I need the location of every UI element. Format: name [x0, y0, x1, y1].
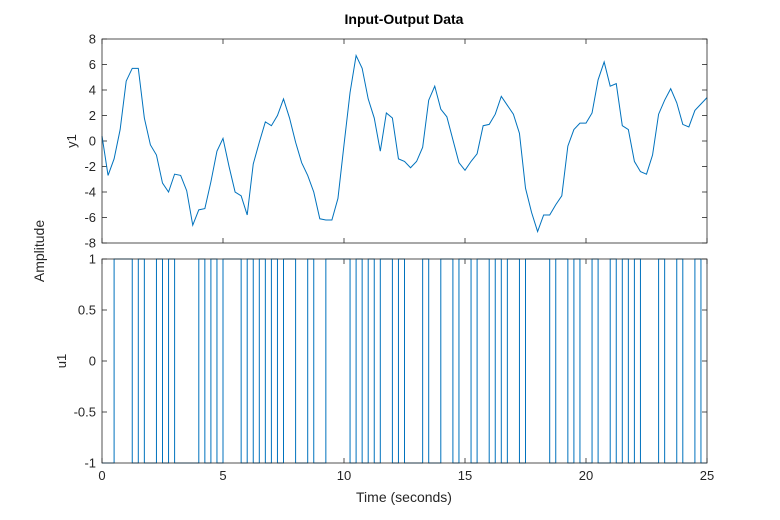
shared-x-axis-label: Time (seconds)	[356, 489, 452, 505]
y-tick-label: -4	[84, 185, 96, 200]
y-tick-label: 0	[89, 354, 96, 369]
u1-axes: 0 5 10 15 20 25 -1 -0.5 0 0.5 1 u1	[54, 252, 714, 484]
x-tick-label: 10	[337, 468, 351, 483]
y-tick-label: 2	[89, 108, 96, 123]
y-tick-label: -6	[84, 210, 96, 225]
y1-tick-labels: -8 -6 -4 -2 0 2 4 6 8	[84, 32, 96, 251]
y1-axes-frame	[101, 38, 708, 244]
u1-tick-labels: 0 5 10 15 20 25 -1 -0.5 0 0.5 1	[74, 252, 715, 484]
y-tick-label: -8	[84, 236, 96, 251]
y-tick-label: 8	[89, 32, 96, 47]
y-tick-label: -1	[84, 456, 96, 471]
y-tick-label: 0	[89, 134, 96, 149]
y1-plot-area	[102, 39, 707, 243]
y-tick-label: 1	[89, 252, 96, 267]
y-tick-label: -0.5	[74, 405, 96, 420]
x-tick-label: 15	[458, 468, 472, 483]
x-tick-label: 25	[700, 468, 714, 483]
u1-axis-label: u1	[54, 354, 69, 368]
shared-y-axis-label: Amplitude	[31, 220, 47, 282]
y-tick-label: 0.5	[78, 303, 96, 318]
y1-axis-label: y1	[64, 134, 79, 148]
u1-axes-frame	[101, 258, 708, 464]
x-tick-label: 20	[579, 468, 593, 483]
x-tick-label: 5	[219, 468, 226, 483]
y1-series-line	[101, 53, 708, 234]
y-tick-label: 4	[89, 83, 96, 98]
y-tick-label: -2	[84, 159, 96, 174]
y1-axes: -8 -6 -4 -2 0 2 4 6 8 y1	[64, 32, 708, 251]
y-tick-label: 6	[89, 57, 96, 72]
figure-title: Input-Output Data	[345, 11, 464, 27]
x-tick-label: 0	[98, 468, 105, 483]
